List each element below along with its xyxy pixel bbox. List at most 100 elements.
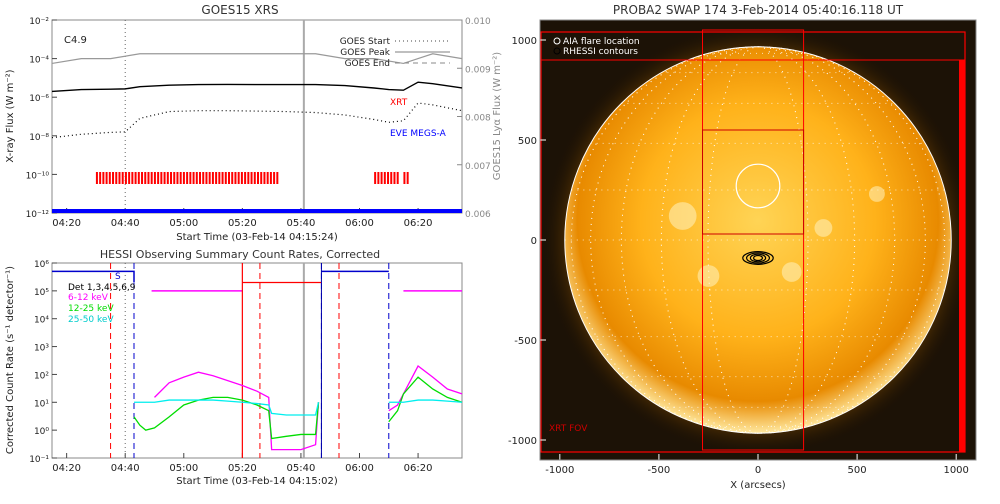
swap-x-tick-label: -500 — [648, 465, 671, 476]
hessi-y-tick-label: 10² — [34, 371, 49, 381]
hessi-flag: S — [115, 272, 121, 282]
xrt-coverage-mark — [195, 172, 198, 184]
goes-y2-tick-label: 0.007 — [465, 162, 491, 172]
goes-x-tick-label: 05:00 — [169, 218, 198, 229]
goes-x-tick-label: 04:20 — [52, 218, 81, 229]
xrt-coverage-mark — [157, 172, 160, 184]
solar-disk — [564, 46, 952, 434]
goes-label-xrt: XRT — [390, 98, 408, 108]
goes-x-tick-label: 06:00 — [345, 218, 374, 229]
active-region — [868, 186, 885, 202]
swap-x-tick-label: 0 — [755, 465, 761, 476]
goes-series-Ly- — [51, 53, 463, 65]
goes-y-tick-label: 10⁻¹⁰ — [26, 171, 50, 181]
xrt-coverage-mark — [263, 172, 266, 184]
xrt-coverage-mark — [396, 172, 399, 184]
xrt-coverage-mark — [244, 172, 247, 184]
xrt-coverage-mark — [102, 172, 105, 184]
xrt-coverage-mark — [112, 172, 115, 184]
goes-legend-start: GOES Start — [340, 37, 391, 47]
xrt-coverage-mark — [269, 172, 272, 184]
xrt-coverage-mark — [124, 172, 127, 184]
hessi-y-tick-label: 10⁴ — [34, 316, 49, 326]
goes-label-eve: EVE MEGS-A — [390, 129, 447, 139]
goes-x-tick-label: 04:40 — [111, 218, 140, 229]
hessi-x-tick-label: 04:40 — [111, 463, 140, 474]
goes-x-tick-label: 05:40 — [287, 218, 316, 229]
swap-plot-frame — [539, 19, 977, 461]
swap-y-tick-label: 1000 — [512, 36, 537, 47]
xrt-coverage-mark — [121, 172, 124, 184]
active-region — [697, 265, 720, 287]
xrt-coverage-mark — [186, 172, 189, 184]
xrt-coverage-mark — [192, 172, 195, 184]
hessi-x-tick-label: 06:20 — [404, 463, 433, 474]
goes-y2-tick-label: 0.010 — [465, 17, 491, 27]
hessi-x-tick-label: 05:40 — [287, 463, 316, 474]
hessi-legend-25-50: 25-50 keV — [68, 315, 114, 325]
rhessi-contour — [752, 254, 764, 262]
goes-plot-frame — [51, 19, 463, 214]
goes-y2-tick-label: 0.008 — [465, 114, 491, 124]
swap-legend-aia: AIA flare location — [563, 37, 640, 47]
xrt-coverage-mark — [205, 172, 208, 184]
xrt-coverage-mark — [115, 172, 118, 184]
xrt-coverage-mark — [128, 172, 131, 184]
hessi-y-tick-label: 10⁻¹ — [29, 455, 49, 465]
rhessi-contour — [742, 251, 774, 265]
xrt-coverage-mark — [260, 172, 263, 184]
rhessi-contour — [745, 252, 771, 264]
swap-y-tick-label: -500 — [514, 336, 537, 347]
swap-x-tick-label: 500 — [848, 465, 867, 476]
xrt-coverage-mark — [231, 172, 234, 184]
goes-right-ylabel: GOES15 Lyα Flux (W m⁻²) — [492, 52, 503, 180]
xrt-coverage-mark — [250, 172, 253, 184]
xrt-coverage-mark — [377, 172, 380, 184]
goes-plot-area: 04:20 04:40 05:00 05:20 05:40 06:00 06:20 10⁻¹²… — [26, 17, 491, 229]
xrt-coverage-mark — [390, 172, 393, 184]
xrt-coverage-mark — [266, 172, 269, 184]
goes-title: GOES15 XRS — [201, 3, 278, 17]
goes-x-tick-label: 06:20 — [404, 218, 433, 229]
swap-xlabel: X (arcsecs) — [730, 480, 786, 491]
xrt-coverage-mark — [221, 172, 224, 184]
xrt-coverage-mark — [163, 172, 166, 184]
xrt-coverage-mark — [383, 172, 386, 184]
goes-left-ylabel: X-ray Flux (W m⁻²) — [5, 69, 16, 162]
hessi-x-tick-label: 05:00 — [169, 463, 198, 474]
swap-plot-area: -1000 -500 0 500 1000 -1000 -500 0 500 1000 — [508, 23, 975, 476]
xrt-coverage-mark — [150, 172, 153, 184]
hessi-series-12-25-keV — [388, 376, 463, 423]
xrt-coverage-mark — [131, 172, 134, 184]
goes-series-1-8-A — [51, 81, 463, 93]
active-region — [781, 262, 802, 282]
hessi-series-25-50-keV — [388, 399, 463, 403]
xrt-coverage-mark — [240, 172, 243, 184]
xrt-coverage-mark — [247, 172, 250, 184]
hessi-y-tick-label: 10⁶ — [34, 260, 49, 270]
hessi-xlabel: Start Time (03-Feb-14 04:15:02) — [176, 476, 338, 487]
active-region — [668, 202, 697, 230]
xrt-coverage-mark — [176, 172, 179, 184]
grid-longitude — [660, 46, 856, 434]
xrt-coverage-mark — [228, 172, 231, 184]
xrt-coverage-mark — [173, 172, 176, 184]
swap-title: PROBA2 SWAP 174 3-Feb-2014 05:40:16.118 … — [613, 3, 904, 17]
xrt-coverage-mark — [403, 172, 406, 184]
hessi-series-25-50-keV — [134, 399, 320, 416]
xrt-coverage-mark — [234, 172, 237, 184]
swap-y-tick-label: 500 — [518, 136, 537, 147]
hessi-legend-12-25: 12-25 keV — [68, 304, 114, 314]
xrt-coverage-mark — [374, 172, 377, 184]
goes-y-tick-label: 10⁻⁶ — [29, 94, 49, 104]
xrt-coverage-mark — [380, 172, 383, 184]
swap-y-tick-label: -1000 — [508, 436, 537, 447]
hessi-x-tick-label: 05:20 — [228, 463, 257, 474]
hessi-title: HESSI Observing Summary Count Rates, Cor… — [100, 248, 380, 261]
xrt-coverage-mark — [153, 172, 156, 184]
xrt-coverage-mark — [208, 172, 211, 184]
goes-legend-peak: GOES Peak — [340, 48, 390, 58]
xrt-coverage-mark — [144, 172, 147, 184]
